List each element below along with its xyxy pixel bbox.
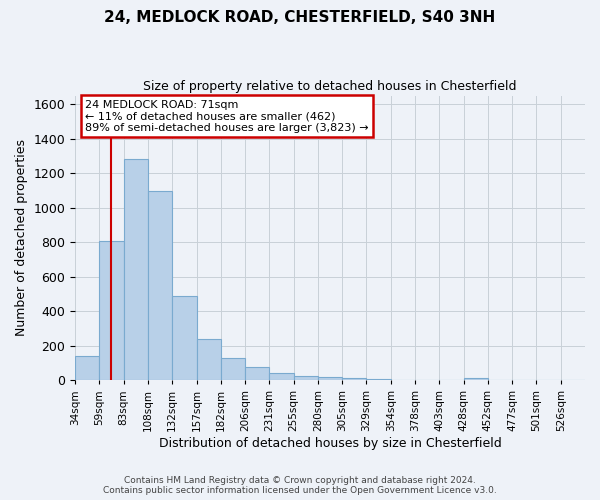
Bar [124, 160, 148, 380]
Bar [245, 368, 269, 380]
Title: Size of property relative to detached houses in Chesterfield: Size of property relative to detached ho… [143, 80, 517, 93]
Text: 24, MEDLOCK ROAD, CHESTERFIELD, S40 3NH: 24, MEDLOCK ROAD, CHESTERFIELD, S40 3NH [104, 10, 496, 25]
Bar [318, 377, 342, 380]
Text: Contains HM Land Registry data © Crown copyright and database right 2024.
Contai: Contains HM Land Registry data © Crown c… [103, 476, 497, 495]
Bar [342, 378, 367, 380]
Y-axis label: Number of detached properties: Number of detached properties [15, 140, 28, 336]
X-axis label: Distribution of detached houses by size in Chesterfield: Distribution of detached houses by size … [159, 437, 502, 450]
Bar [100, 240, 124, 380]
Bar [148, 192, 172, 380]
Bar [221, 358, 245, 380]
Bar [464, 378, 488, 380]
Bar [197, 339, 221, 380]
Bar [75, 356, 100, 380]
Bar [269, 372, 293, 380]
Bar [293, 376, 318, 380]
Text: 24 MEDLOCK ROAD: 71sqm
← 11% of detached houses are smaller (462)
89% of semi-de: 24 MEDLOCK ROAD: 71sqm ← 11% of detached… [85, 100, 369, 133]
Bar [172, 296, 197, 380]
